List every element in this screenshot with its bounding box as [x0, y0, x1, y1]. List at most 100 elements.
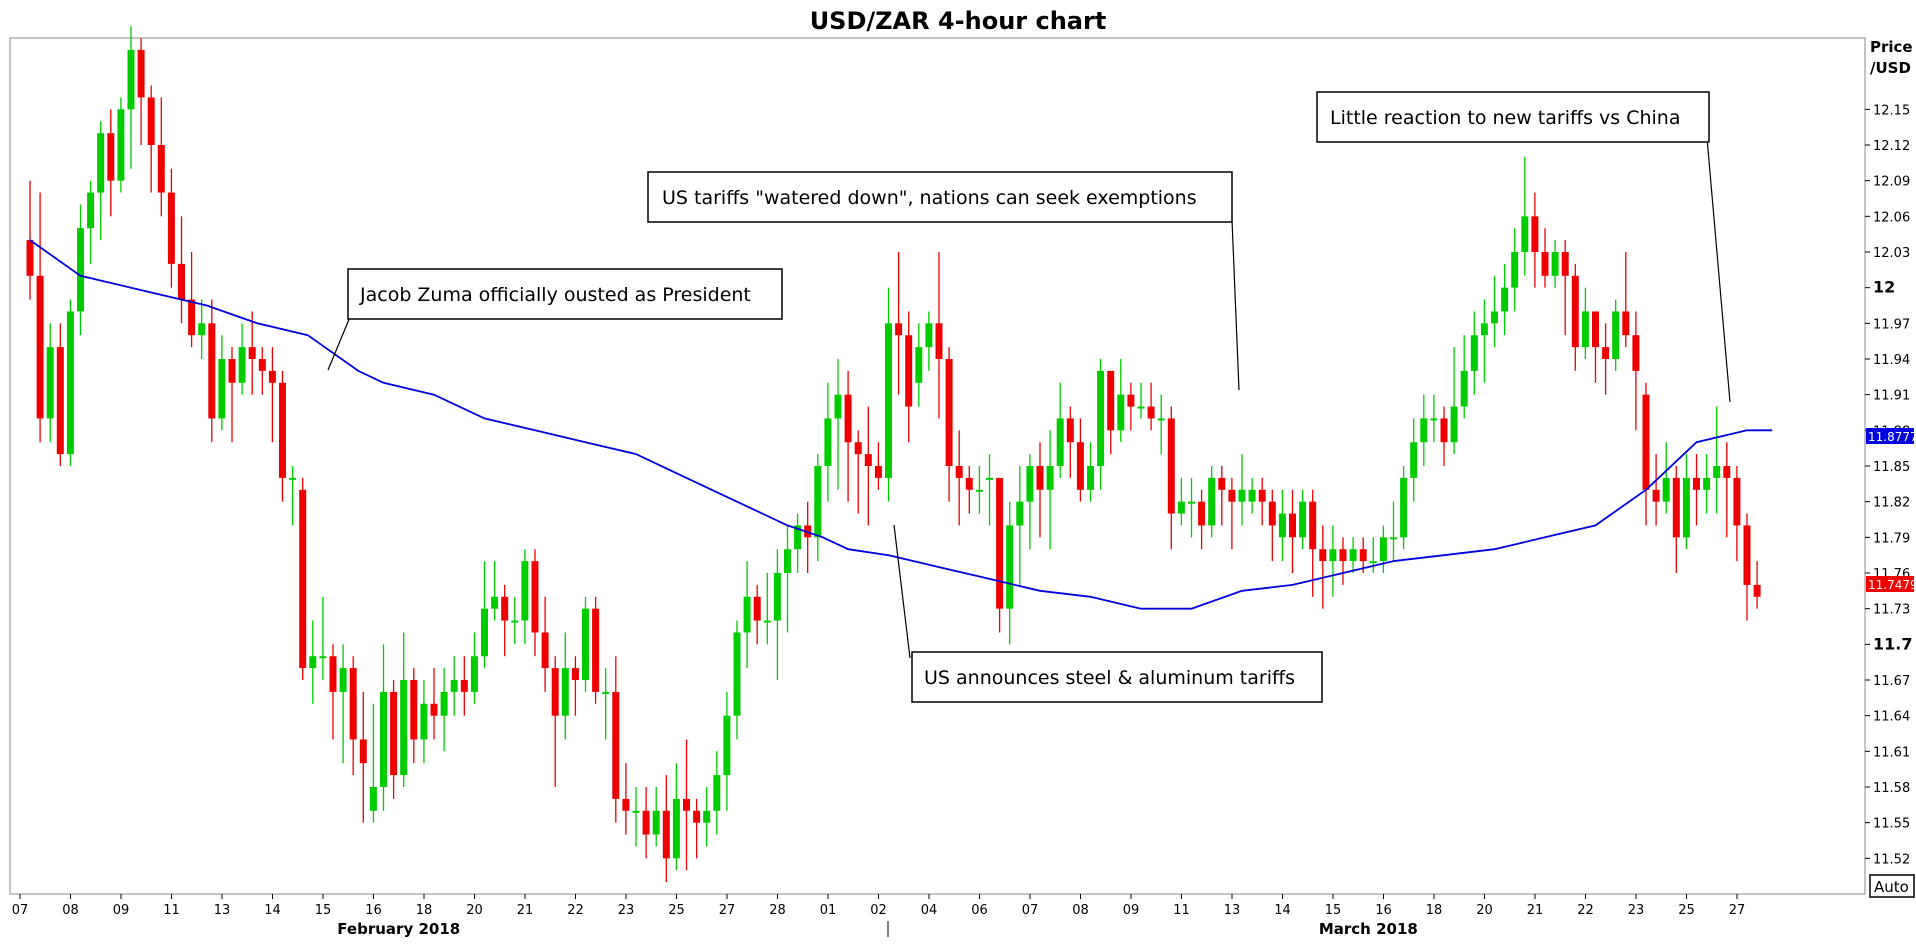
candle	[925, 311, 933, 371]
candle	[602, 668, 610, 740]
candle	[1076, 418, 1084, 502]
candle	[218, 335, 226, 431]
y-tick-label: 12.03	[1873, 246, 1910, 261]
plot-area	[9, 37, 1866, 895]
candle	[683, 739, 690, 871]
candle	[824, 382, 832, 502]
candle	[1561, 240, 1569, 336]
candle	[1642, 382, 1650, 526]
annotation-china: Little reaction to new tariffs vs China	[1316, 91, 1710, 143]
candle	[1703, 454, 1711, 514]
candle	[430, 668, 438, 740]
y-axis-label-line2: /USD	[1870, 59, 1911, 77]
candle	[1541, 228, 1549, 288]
y-tick-label: 11.85	[1873, 460, 1910, 475]
candle	[1581, 287, 1589, 359]
candle	[986, 454, 993, 526]
candle	[127, 26, 135, 169]
candle	[864, 406, 872, 526]
x-tick-label: 09	[113, 903, 130, 918]
candle	[1127, 382, 1135, 431]
x-tick-label: 22	[1577, 903, 1594, 918]
candle	[1400, 466, 1408, 550]
auto-button[interactable]: Auto	[1869, 874, 1915, 898]
candle	[1571, 263, 1579, 371]
candle	[1379, 525, 1387, 573]
x-tick-label: 20	[1476, 903, 1493, 918]
candle	[551, 656, 559, 787]
candle	[1188, 477, 1195, 538]
candle	[844, 370, 852, 502]
candle	[1470, 311, 1478, 395]
candle	[410, 668, 418, 764]
candle	[763, 573, 771, 645]
candle	[208, 299, 216, 443]
candle	[248, 311, 256, 395]
annotation-steel: US announces steel & aluminum tariffs	[911, 651, 1323, 703]
candle	[420, 680, 428, 764]
candle	[349, 656, 357, 776]
moving-average-line	[29, 239, 1773, 610]
candle	[460, 656, 468, 716]
candle	[198, 299, 206, 359]
candle	[1612, 299, 1620, 371]
x-tick-label: 21	[1527, 903, 1544, 918]
candle	[36, 192, 44, 443]
candle	[268, 347, 276, 443]
candle	[1066, 406, 1074, 478]
x-tick-label: 13	[1224, 903, 1241, 918]
candle	[713, 751, 721, 835]
candle	[258, 347, 266, 395]
candle	[1592, 311, 1599, 383]
svg-text:Little reaction to new tariffs: Little reaction to new tariffs vs China	[1330, 107, 1680, 129]
candle	[1258, 477, 1266, 526]
candle	[1016, 466, 1024, 585]
candle	[157, 97, 165, 217]
y-tick-label: 12.15	[1873, 103, 1910, 118]
candle	[1369, 537, 1377, 573]
candle	[1390, 501, 1397, 562]
candle	[965, 466, 973, 514]
candle	[501, 584, 509, 657]
candle	[400, 632, 408, 787]
candle	[329, 644, 337, 740]
candle	[1329, 525, 1337, 597]
x-tick-label: 27	[719, 903, 736, 918]
candle	[1299, 489, 1307, 550]
y-tick-label: 11.67	[1873, 674, 1910, 689]
candle	[1137, 382, 1145, 419]
y-tick-label: 11.82	[1873, 496, 1910, 511]
candle	[1289, 489, 1296, 573]
candle	[592, 596, 600, 704]
y-axis-label-line1: Price	[1870, 38, 1913, 56]
candle	[1208, 466, 1216, 538]
y-tick-label: 11.55	[1873, 817, 1910, 832]
candle	[854, 430, 862, 514]
candle	[874, 442, 882, 490]
candle	[1662, 442, 1670, 514]
y-tick-label: 11.58	[1873, 781, 1910, 796]
y-tick-label: 12.12	[1873, 139, 1910, 154]
candle	[1440, 406, 1448, 466]
y-tick-label: 11.61	[1873, 745, 1910, 760]
candle	[319, 596, 327, 680]
candle	[369, 703, 377, 823]
candle	[935, 252, 943, 419]
candle	[1026, 454, 1034, 550]
candle	[693, 798, 701, 859]
x-tick-label: 04	[921, 903, 938, 918]
x-tick-label: 15	[315, 903, 332, 918]
candle	[642, 787, 650, 859]
candle	[1036, 442, 1044, 538]
candle	[521, 549, 529, 645]
candle	[662, 775, 670, 883]
candle	[773, 549, 781, 680]
x-tick-label: 21	[517, 903, 534, 918]
candle	[1147, 382, 1155, 431]
candle	[1450, 347, 1458, 455]
x-tick-label: 28	[769, 903, 786, 918]
annotation-zuma: Jacob Zuma officially ousted as Presiden…	[347, 268, 783, 320]
x-tick-label: 11	[163, 903, 180, 918]
last-price-tag: 11.7479	[1866, 576, 1916, 592]
y-tick-label: 12	[1873, 278, 1895, 297]
